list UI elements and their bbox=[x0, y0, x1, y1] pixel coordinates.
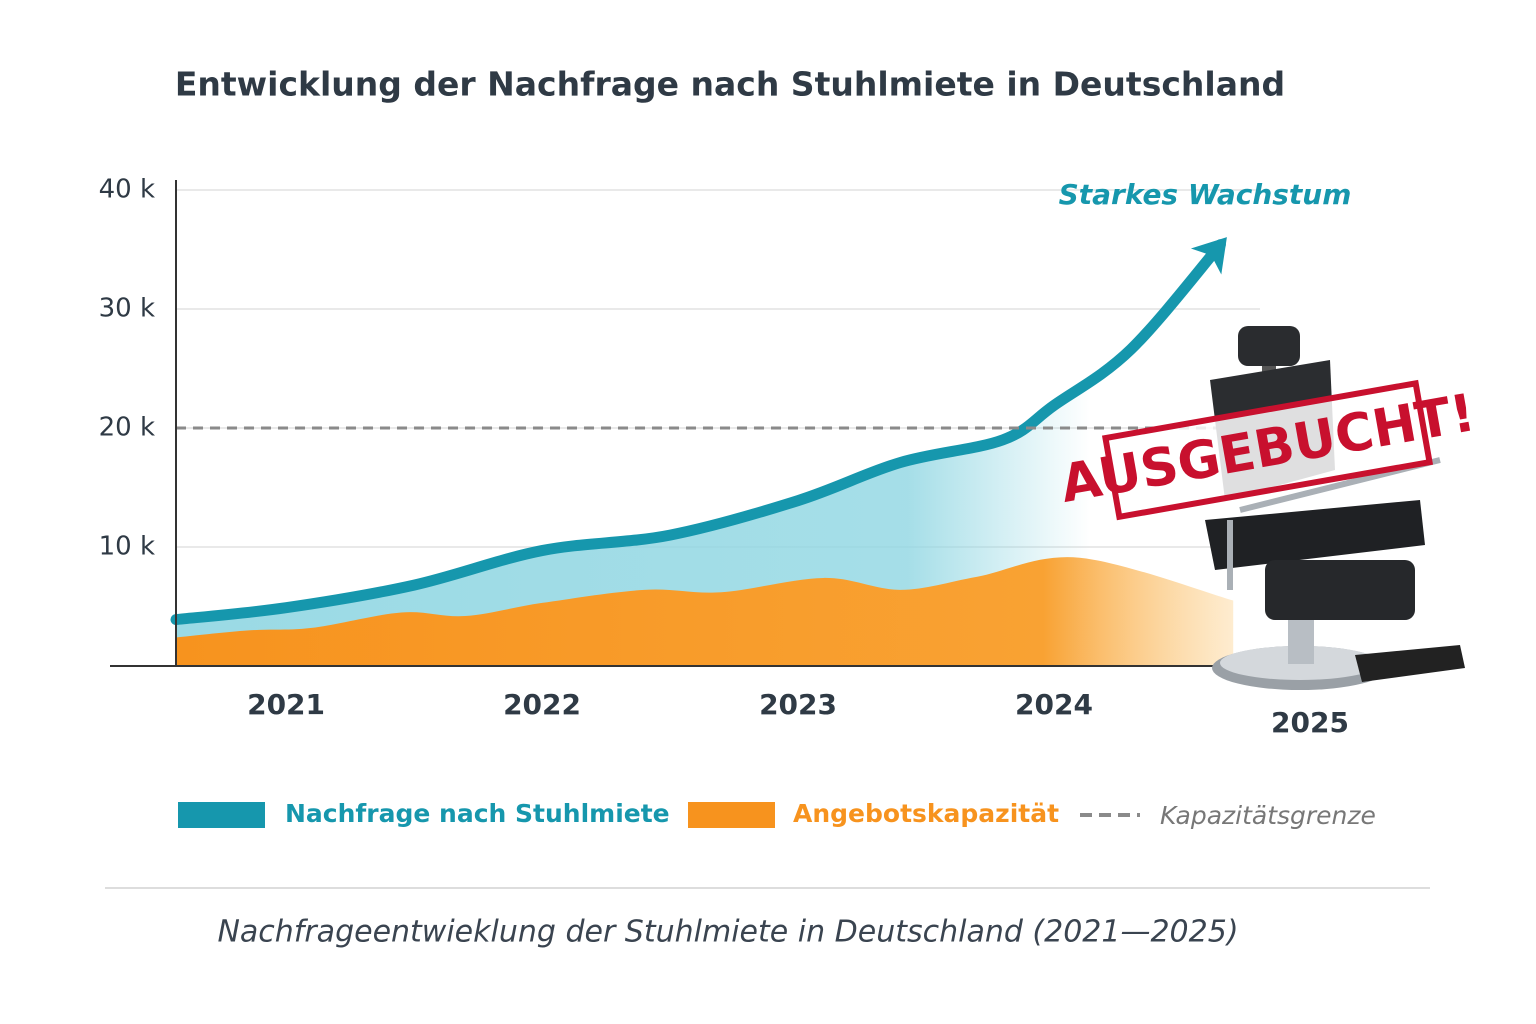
legend-label: Kapazitätsgrenze bbox=[1160, 801, 1376, 830]
chart-title: Entwicklung der Nachfrage nach Stuhlmiet… bbox=[175, 65, 1285, 104]
x-tick-label: 2025 bbox=[1271, 706, 1349, 739]
area bbox=[176, 244, 1221, 667]
y-tick-label: 30 k bbox=[99, 294, 155, 324]
legend: Nachfrage nach Stuhlmiete Angebotskapazi… bbox=[178, 799, 1376, 830]
plot-area: 10 k 20 k 30 k 40 k 2021 2022 2023 2024 2025 bbox=[99, 175, 1349, 740]
y-tick-label: 20 k bbox=[99, 413, 155, 443]
x-tick-label: 2022 bbox=[503, 688, 581, 721]
legend-swatch bbox=[178, 802, 265, 828]
legend-swatch bbox=[688, 802, 775, 828]
area bbox=[176, 557, 1234, 666]
x-tick-label: 2023 bbox=[759, 688, 837, 721]
arrow-head bbox=[1190, 237, 1227, 275]
line bbox=[170, 239, 1226, 626]
chair-illustration bbox=[1205, 326, 1465, 690]
y-tick-label: 40 k bbox=[99, 175, 155, 205]
x-tick-label: 2024 bbox=[1015, 688, 1093, 721]
legend-label: Angebotskapazität bbox=[793, 799, 1059, 828]
annotation: Starkes Wachstum bbox=[1059, 178, 1352, 211]
caption: Nachfrageentwieklung der Stuhlmiete in D… bbox=[217, 915, 1238, 950]
x-tick-label: 2021 bbox=[247, 688, 325, 721]
y-tick-label: 10 k bbox=[99, 532, 155, 562]
legend-label: Nachfrage nach Stuhlmiete bbox=[285, 799, 670, 828]
